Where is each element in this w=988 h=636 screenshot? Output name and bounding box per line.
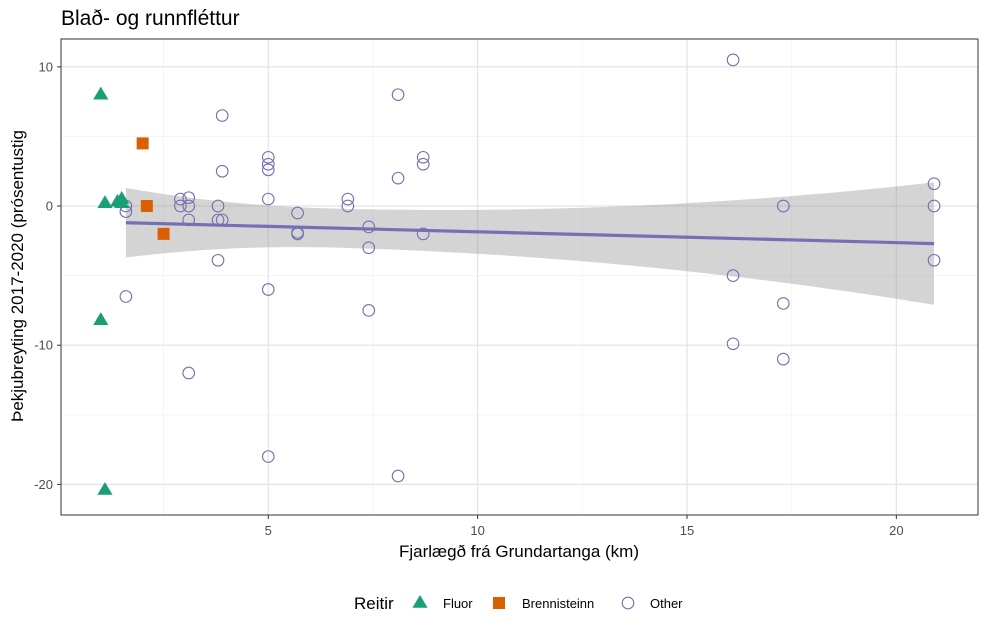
- data-points: [93, 53, 941, 495]
- chart-title: Blað- og runnfléttur: [61, 7, 240, 30]
- point-other: [341, 199, 355, 213]
- point-other: [291, 227, 304, 241]
- legend-label-brennisteinn: Brennisteinn: [522, 596, 594, 611]
- trend-line: [125, 221, 935, 246]
- legend-swatch-brennisteinn: [493, 597, 505, 609]
- x-tick-label: 20: [889, 523, 903, 538]
- point-fluor: [97, 481, 113, 495]
- x-tick-label: 15: [680, 523, 694, 538]
- point-other: [341, 192, 355, 206]
- x-axis-title: Fjarlægð frá Grundartanga (km): [399, 542, 639, 561]
- grid: [61, 39, 978, 515]
- point-other: [927, 177, 941, 191]
- point-other: [291, 206, 304, 220]
- point-other: [182, 199, 196, 213]
- point-other: [261, 163, 275, 177]
- x-tick-label: 5: [265, 523, 272, 538]
- point-other: [776, 352, 790, 366]
- trend-line-group: [125, 221, 935, 246]
- point-other: [416, 227, 430, 241]
- point-other: [416, 150, 430, 164]
- point-other: [927, 253, 941, 267]
- x-tick-label: 10: [470, 523, 484, 538]
- point-brennisteinn: [157, 227, 170, 240]
- point-other: [391, 171, 405, 185]
- point-other: [416, 157, 430, 171]
- legend-swatch-other: [621, 596, 635, 610]
- x-axis-ticks: 5 10 15 20: [265, 515, 904, 538]
- point-other: [211, 253, 225, 267]
- point-other: [215, 109, 229, 122]
- point-brennisteinn: [136, 137, 149, 150]
- point-other: [211, 199, 225, 213]
- point-fluor: [114, 195, 130, 209]
- legend: Reitir Fluor Brennisteinn Other: [354, 594, 683, 613]
- point-other: [261, 283, 275, 296]
- legend-swatch-fluor: [412, 595, 428, 608]
- point-other: [776, 199, 790, 213]
- point-other: [215, 213, 229, 227]
- y-tick-label: -20: [34, 477, 53, 492]
- point-other: [173, 192, 187, 206]
- legend-label-fluor: Fluor: [443, 596, 473, 611]
- point-other: [182, 213, 196, 227]
- point-other: [261, 157, 275, 171]
- point-other: [362, 304, 376, 317]
- y-tick-label: 0: [46, 199, 53, 214]
- point-other: [362, 220, 376, 234]
- y-axis-ticks: -20 -10 0 10: [34, 59, 61, 492]
- point-fluor: [93, 86, 109, 100]
- point-other: [261, 192, 275, 206]
- plot-panel-border: [60, 38, 979, 516]
- point-other: [391, 88, 405, 102]
- point-other: [182, 366, 196, 380]
- point-other: [391, 469, 405, 483]
- point-other: [215, 164, 229, 178]
- point-other: [362, 241, 376, 255]
- point-other: [726, 337, 740, 351]
- point-other: [776, 297, 790, 310]
- point-other: [211, 213, 225, 227]
- confidence-ribbon: [125, 182, 934, 305]
- point-other: [927, 199, 941, 213]
- point-other: [119, 290, 133, 303]
- point-other: [182, 191, 196, 205]
- point-other: [173, 199, 187, 213]
- legend-label-other: Other: [650, 596, 683, 611]
- point-brennisteinn: [140, 200, 153, 213]
- legend-title: Reitir: [354, 594, 394, 613]
- confidence-band: [125, 182, 934, 305]
- y-tick-label: -10: [34, 338, 53, 353]
- y-axis-title: Þekjubreyting 2017-2020 (prósentustig: [8, 130, 27, 422]
- point-other: [726, 53, 740, 67]
- point-other: [726, 269, 740, 282]
- point-other: [261, 150, 275, 164]
- point-other: [261, 450, 275, 463]
- y-tick-label: 10: [39, 59, 53, 74]
- point-fluor: [97, 195, 113, 209]
- point-fluor: [93, 312, 109, 325]
